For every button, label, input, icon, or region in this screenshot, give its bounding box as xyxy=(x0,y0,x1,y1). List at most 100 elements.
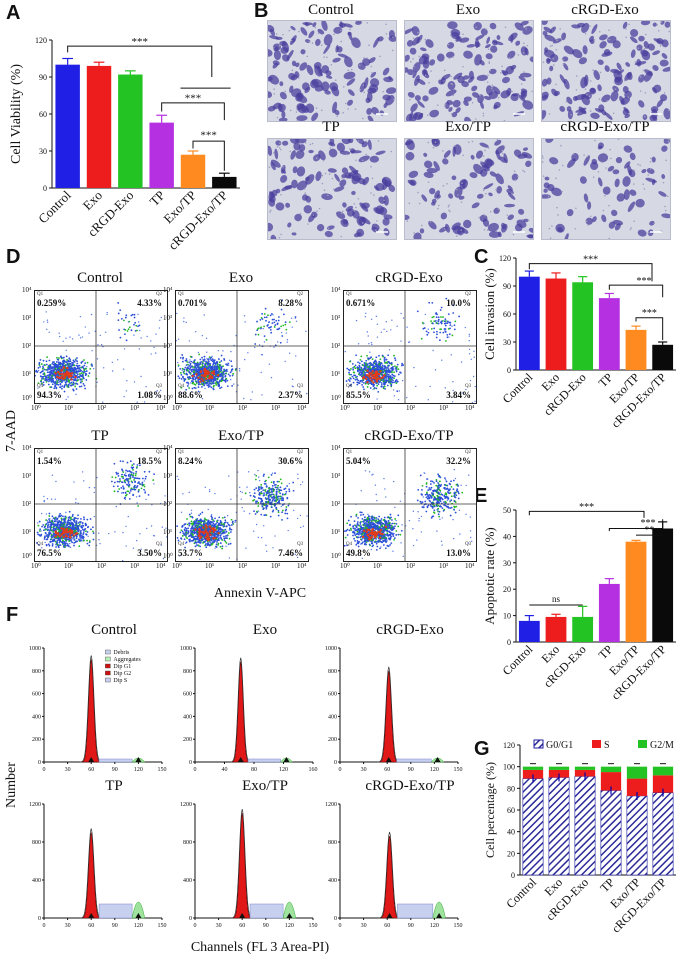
membrane-pore xyxy=(424,38,427,41)
membrane-pore xyxy=(517,175,519,178)
event-dot xyxy=(180,371,182,374)
event-dot xyxy=(150,340,152,342)
stained-cell xyxy=(661,53,668,59)
event-dot xyxy=(74,368,77,371)
stained-cell xyxy=(293,142,301,151)
event-dot xyxy=(54,385,57,388)
membrane-pore xyxy=(587,224,590,226)
event-dot xyxy=(65,398,67,401)
stained-cell xyxy=(306,64,314,76)
stained-cell xyxy=(290,25,296,31)
flow-plot xyxy=(34,448,168,562)
event-dot-dense xyxy=(200,377,203,381)
event-dot xyxy=(44,379,46,382)
event-dot xyxy=(65,349,67,352)
event-dot xyxy=(228,364,230,367)
membrane-pore xyxy=(418,55,420,58)
event-dot xyxy=(49,532,52,535)
event-dot xyxy=(121,469,124,472)
event-dot xyxy=(366,331,369,333)
event-dot xyxy=(362,386,365,388)
stained-cell xyxy=(274,148,279,160)
membrane-pore xyxy=(366,57,368,60)
event-dot xyxy=(386,384,389,387)
event-dot xyxy=(377,383,380,385)
event-dot xyxy=(205,361,208,364)
event-dot xyxy=(281,299,284,302)
event-dot xyxy=(181,535,184,537)
bar-crgd-exo-tp xyxy=(652,528,674,642)
membrane-pore xyxy=(588,95,591,98)
event-dot-dense xyxy=(197,376,200,380)
stained-cell xyxy=(661,145,668,152)
panel-label-g: G xyxy=(474,738,490,760)
membrane-pore xyxy=(331,177,334,180)
event-dot xyxy=(274,324,277,326)
event-dot xyxy=(70,539,72,541)
stained-cell xyxy=(660,21,665,25)
bar-crgd-exo xyxy=(572,282,594,370)
y-tick-label: 10⁴ xyxy=(22,444,32,452)
event-dot xyxy=(357,369,360,372)
event-dot xyxy=(439,331,442,334)
event-dot xyxy=(146,335,148,338)
membrane-pore xyxy=(333,33,335,36)
membrane-pore xyxy=(371,177,374,180)
stained-cell xyxy=(405,28,414,35)
event-dot xyxy=(368,343,370,345)
event-dot xyxy=(449,327,451,330)
stained-cell xyxy=(412,71,417,79)
event-dot xyxy=(197,386,200,388)
x-tick-label: 10³ xyxy=(439,404,449,412)
event-dot xyxy=(226,379,229,382)
event-dot xyxy=(63,360,66,363)
event-dot xyxy=(187,378,190,380)
event-dot xyxy=(70,527,73,530)
event-dot xyxy=(48,520,51,522)
event-dot xyxy=(384,372,387,375)
membrane-pore xyxy=(490,87,493,90)
event-dot xyxy=(65,383,68,386)
event-dot xyxy=(49,540,52,543)
membrane-pore xyxy=(370,165,372,168)
event-dot xyxy=(385,368,388,370)
event-dot xyxy=(370,341,373,344)
event-dot xyxy=(120,492,123,494)
event-dot xyxy=(48,331,50,333)
event-dot xyxy=(153,483,155,485)
bar-g0-g1-crgd-exo xyxy=(574,776,596,876)
event-dot-dense xyxy=(195,373,198,376)
quadrant-q3-label: Q3 xyxy=(156,542,163,547)
event-dot xyxy=(247,352,249,354)
event-dot xyxy=(273,321,276,324)
membrane-pore xyxy=(606,100,609,102)
event-dot xyxy=(86,518,89,521)
bar-exo xyxy=(545,616,567,642)
event-dot xyxy=(45,363,48,366)
stained-cell xyxy=(640,49,649,57)
event-dot xyxy=(265,316,268,319)
event-dot xyxy=(217,542,220,545)
stained-cell xyxy=(453,72,463,80)
stained-cell xyxy=(520,46,528,56)
membrane-pore xyxy=(366,22,369,24)
stained-cell xyxy=(479,214,488,222)
event-dot xyxy=(49,528,52,531)
event-dot xyxy=(352,377,355,380)
event-dot xyxy=(71,541,74,544)
event-dot xyxy=(72,519,75,522)
membrane-pore xyxy=(562,59,564,61)
membrane-pore xyxy=(370,65,373,68)
event-dot xyxy=(451,334,454,337)
event-dot xyxy=(188,371,191,374)
event-dot xyxy=(385,377,388,379)
event-dot xyxy=(205,365,208,368)
event-dot xyxy=(216,366,219,369)
event-dot xyxy=(73,530,76,533)
event-dot xyxy=(387,354,390,357)
event-dot xyxy=(259,318,262,321)
event-dot xyxy=(471,402,474,403)
event-dot xyxy=(77,367,80,370)
event-dot xyxy=(216,371,219,374)
